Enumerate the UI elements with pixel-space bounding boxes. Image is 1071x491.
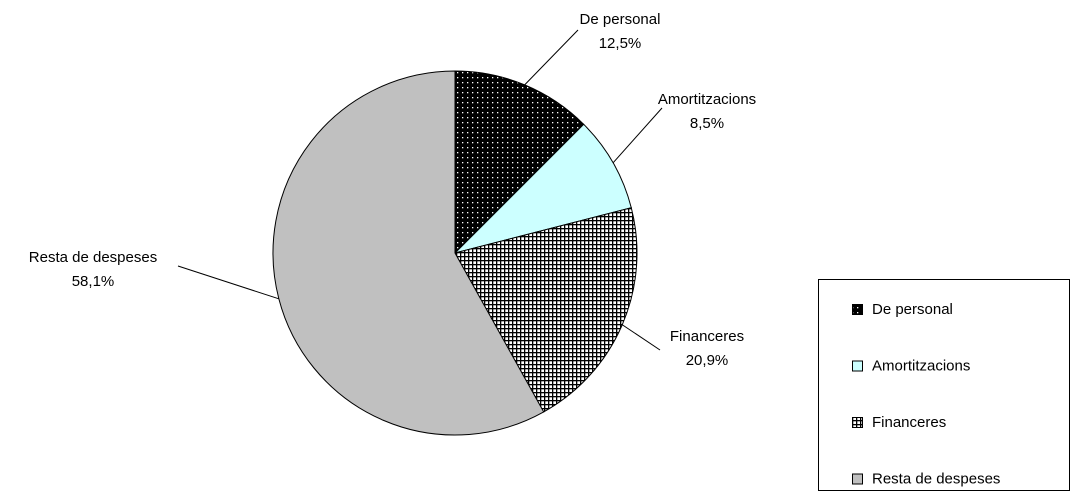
leader-line <box>612 107 663 164</box>
leader-line <box>621 324 661 351</box>
pie <box>272 70 638 436</box>
legend: De personal Amortitzacions Financeres Resta… <box>852 301 1000 487</box>
slice-label: Amortitzacions <box>658 91 756 108</box>
slice-value-label: 58,1% <box>72 273 115 290</box>
slice-value-label: 12,5% <box>599 35 642 52</box>
slice-value-label: 20,9% <box>686 352 729 369</box>
legend-label: Amortitzacions <box>872 357 970 374</box>
labels: De personal 12,5% Amortitzacions 8,5% Financ… <box>29 11 756 369</box>
leader-line <box>177 265 280 300</box>
leader-line <box>524 29 579 86</box>
pie-slice <box>272 70 545 436</box>
slice-label: Financeres <box>670 328 744 345</box>
legend-swatch <box>852 360 863 372</box>
legend-swatch <box>852 417 863 428</box>
legend-swatch <box>852 473 863 485</box>
legend-label: De personal <box>872 301 953 318</box>
legend-swatch <box>852 304 863 315</box>
slice-label: De personal <box>580 11 661 28</box>
pie-slice <box>453 123 632 254</box>
slice-value-label: 8,5% <box>690 115 724 132</box>
legend-label: Financeres <box>872 414 946 431</box>
legend-label: Resta de despeses <box>872 470 1000 487</box>
slice-label: Resta de despeses <box>29 249 157 266</box>
pie-slice <box>454 70 585 255</box>
